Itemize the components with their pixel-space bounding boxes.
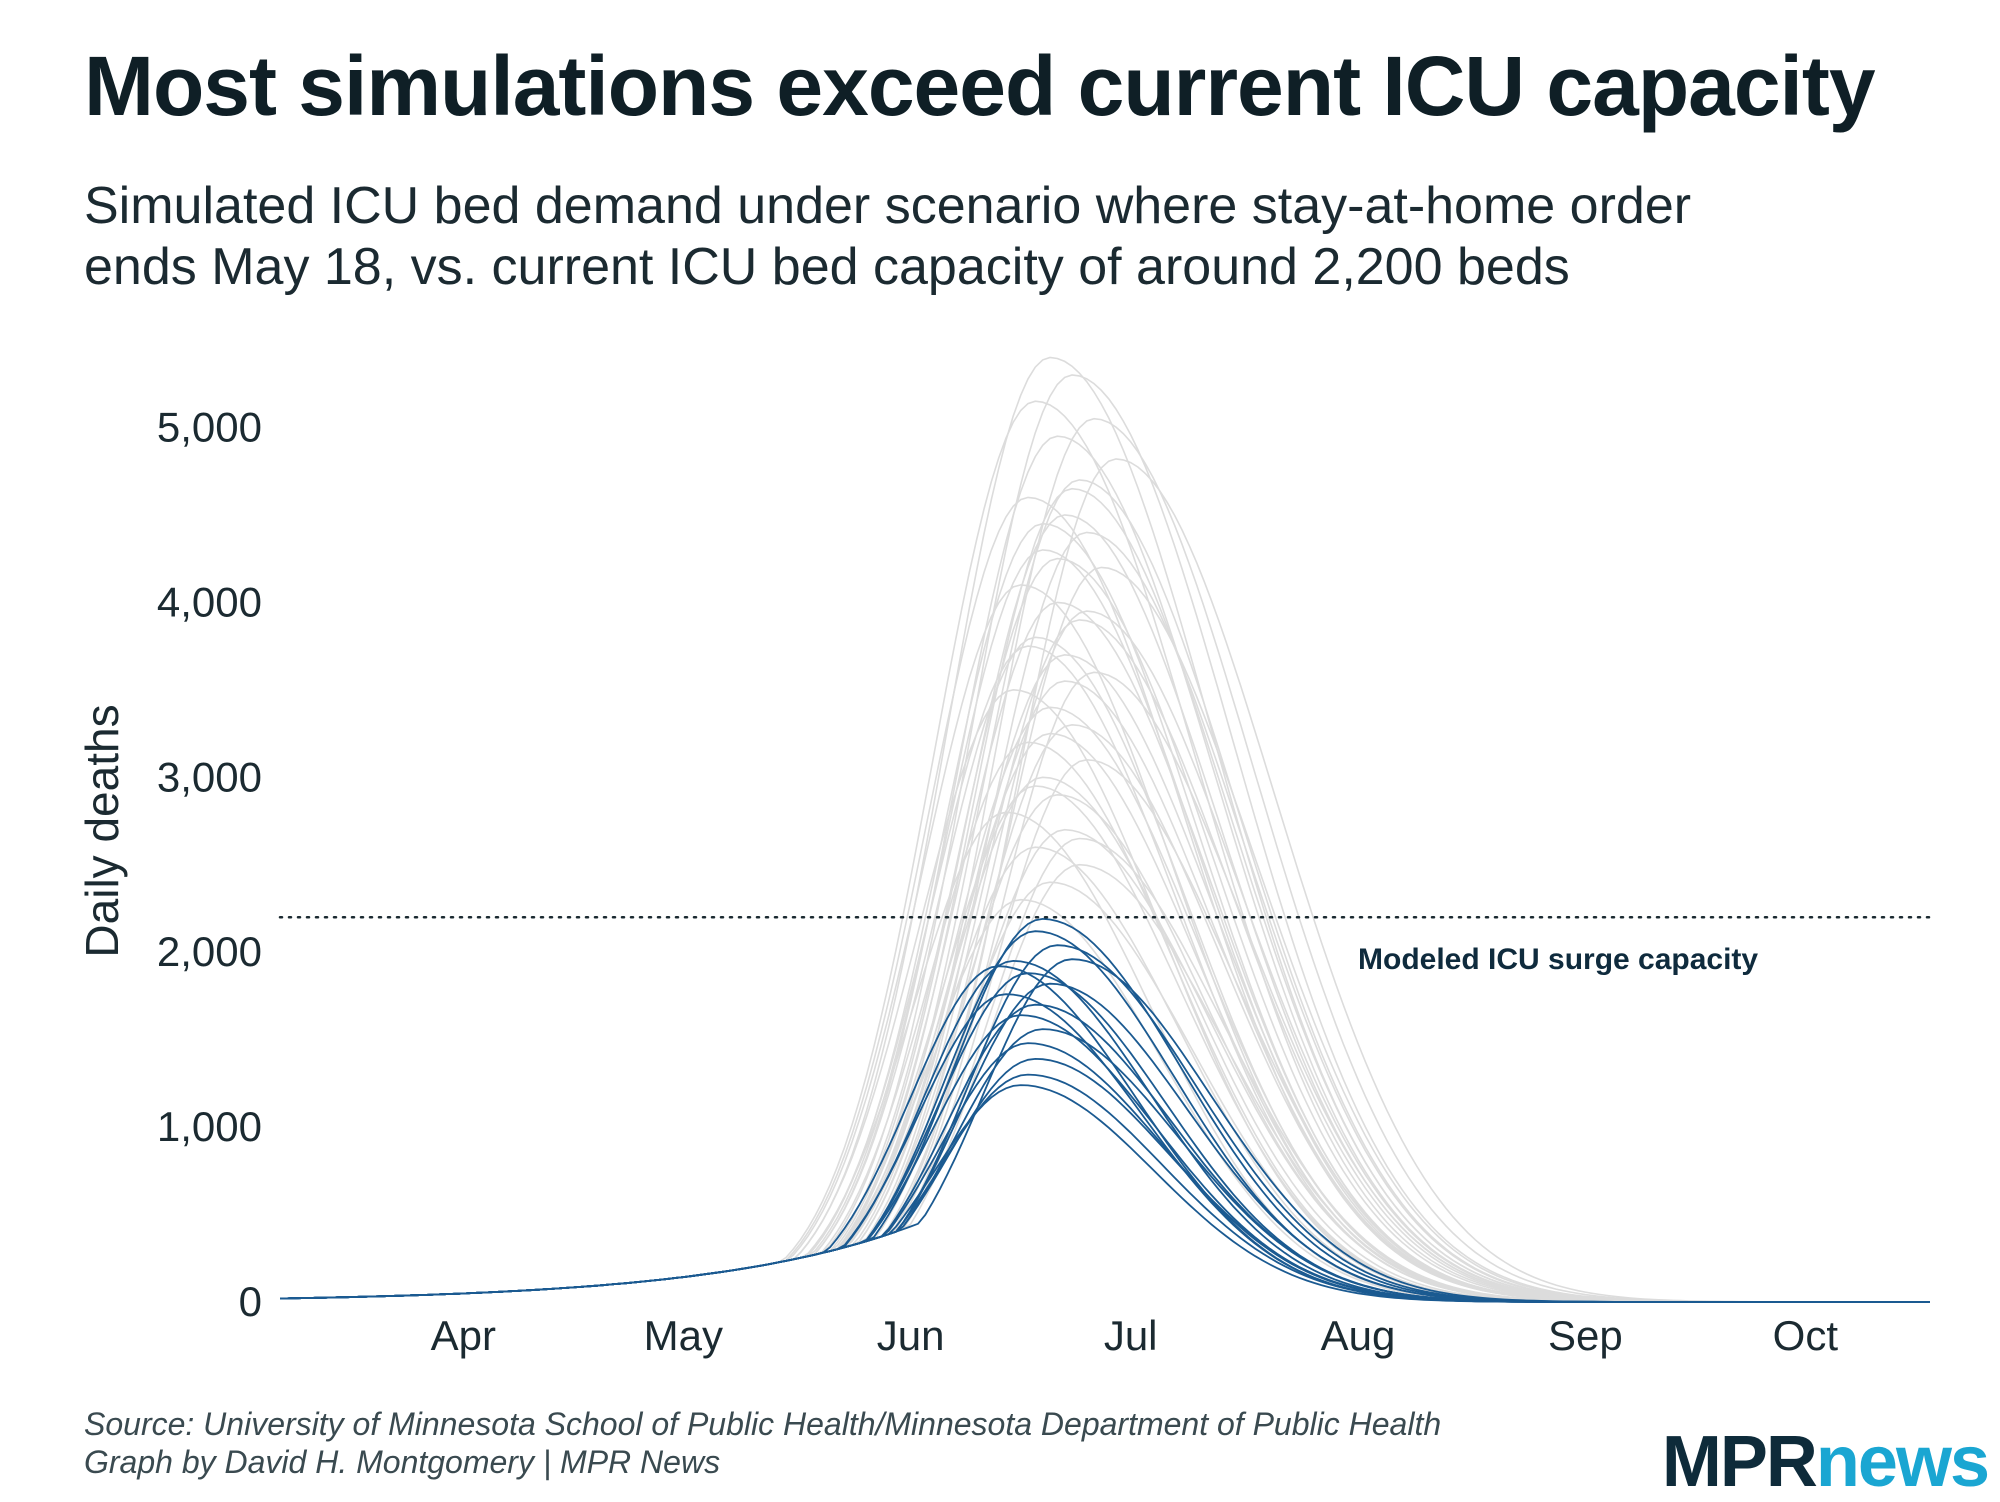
x-tick-label: Jul [1104,1312,1158,1359]
blue-simulation-line [279,1014,1930,1303]
grey-simulation-line [279,732,1930,1303]
y-tick-label: 5,000 [157,403,262,450]
x-tick-label: Apr [431,1312,496,1359]
blue-simulation-line [279,1003,1930,1303]
grey-simulation-line [279,417,1930,1303]
grey-simulation-line [279,837,1930,1303]
chart-subtitle: Simulated ICU bed demand under scenario … [84,176,1984,298]
x-tick-label: May [644,1312,723,1359]
logo-mpr: MPR [1661,1422,1818,1502]
blue-simulation-line [279,972,1930,1303]
logo-news: news [1815,1422,1990,1502]
x-tick-label: Jun [877,1312,945,1359]
blue-simulation-line [279,1084,1930,1303]
grey-simulation-line [279,549,1930,1303]
x-tick-label: Sep [1548,1312,1623,1359]
x-tick-label: Oct [1773,1312,1839,1359]
blue-series-group [279,917,1930,1303]
y-axis: 0 1,000 2,000 3,000 4,000 5,000 [157,403,262,1325]
subtitle-line-2: ends May 18, vs. current ICU bed capacit… [84,238,1570,296]
blue-simulation-line [279,1057,1930,1303]
blue-simulation-line [279,1073,1930,1303]
grey-series-group [279,356,1930,1303]
blue-simulation-line [279,982,1930,1303]
capacity-label: Modeled ICU surge capacity [1358,943,1758,976]
source-line-2: Graph by David H. Montgomery | MPR News [84,1444,721,1480]
y-tick-label: 1,000 [157,1103,262,1150]
source-note: Source: University of Minnesota School o… [84,1405,1441,1481]
blue-simulation-line [279,1042,1930,1303]
chart-title: Most simulations exceed current ICU capa… [84,39,1876,133]
x-tick-label: Aug [1321,1312,1396,1359]
grey-simulation-line [279,671,1930,1303]
y-tick-label: 2,000 [157,928,262,975]
y-axis-label: Daily deaths [76,704,128,957]
y-tick-label: 4,000 [157,578,262,625]
grey-simulation-line [279,680,1930,1303]
y-tick-label: 0 [239,1278,262,1325]
grey-simulation-line [279,374,1930,1303]
blue-simulation-line [279,930,1930,1303]
grey-simulation-line [279,653,1930,1303]
x-axis: Apr May Jun Jul Aug Sep Oct [431,1312,1839,1359]
grey-simulation-line [279,400,1930,1303]
grey-simulation-line [279,514,1930,1303]
grey-simulation-line [279,793,1930,1303]
grey-simulation-line [279,776,1930,1303]
source-line-1: Source: University of Minnesota School o… [84,1406,1442,1442]
mpr-news-logo: MPRnews [1662,1426,1990,1498]
grey-simulation-line [279,758,1930,1303]
blue-simulation-line [279,1028,1930,1303]
y-tick-label: 3,000 [157,753,262,800]
grey-simulation-line [279,435,1930,1303]
blue-simulation-line [279,959,1930,1303]
grey-simulation-line [279,557,1930,1303]
blue-simulation-line [279,965,1930,1303]
grey-simulation-line [279,688,1930,1303]
subtitle-line-1: Simulated ICU bed demand under scenario … [84,177,1692,235]
grey-simulation-line [279,785,1930,1303]
grey-simulation-line [279,723,1930,1303]
grey-simulation-line [279,479,1930,1303]
blue-simulation-line [279,958,1930,1303]
grey-simulation-line [279,356,1930,1303]
